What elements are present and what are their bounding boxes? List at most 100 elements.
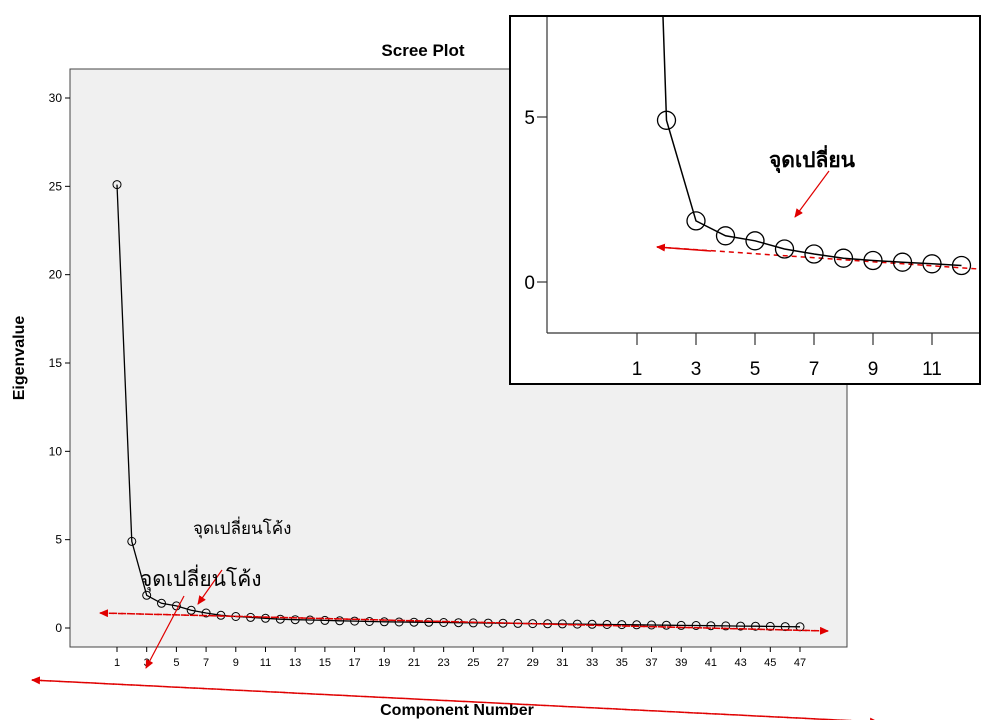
inset-scree-plot: 50 1 3 5 7 9 11 จุดเปลี่ยน	[524, 17, 979, 380]
x-tick-label: 21	[408, 657, 420, 669]
y-tick-label: 20	[49, 268, 63, 282]
y-tick-label: 10	[49, 444, 63, 458]
x-tick-label: 9	[233, 657, 239, 669]
x-tick-label: 39	[675, 657, 687, 669]
data-point	[617, 620, 627, 630]
x-axis-ticks: 1 3 5 7 9 11 13 15 17 19 21 23 25 27 29 31 33 35 37 39 41 43 4…	[114, 647, 806, 669]
data-point	[706, 621, 716, 631]
data-point	[186, 605, 196, 615]
x-tick-label: 29	[527, 657, 539, 669]
inset-data-point	[951, 255, 972, 276]
data-point	[765, 621, 775, 631]
data-point	[157, 598, 166, 608]
x-tick-label: 5	[173, 657, 179, 669]
x-tick-label: 11	[260, 657, 271, 669]
inset-data-point	[804, 244, 824, 264]
data-point	[676, 620, 686, 630]
x-tick-label: 1	[114, 657, 120, 669]
inset-data-point	[745, 231, 765, 251]
inset-x-tick-label: 5	[750, 359, 761, 380]
inset-data-point	[656, 110, 677, 130]
data-point	[201, 608, 211, 618]
inset-x-axis-ticks: 1 3 5 7 9 11	[632, 333, 942, 380]
data-point	[112, 180, 122, 190]
inset-red-pointer-arrow	[794, 170, 830, 218]
data-point	[468, 618, 478, 628]
data-point	[364, 617, 374, 626]
data-point	[142, 590, 152, 600]
inset-data-point	[686, 211, 706, 231]
inset-x-tick-label: 1	[632, 359, 643, 380]
y-tick-label: 15	[49, 356, 63, 370]
y-axis-title: Eigenvalue	[11, 316, 28, 401]
data-point	[439, 618, 449, 627]
data-point	[647, 620, 656, 630]
x-tick-label: 35	[616, 657, 628, 669]
inset-data-point	[774, 239, 795, 259]
inset-red-dashed-arrow-head	[656, 243, 712, 252]
x-tick-label: 43	[734, 657, 746, 669]
data-point	[335, 616, 345, 626]
inset-x-tick-label: 11	[922, 359, 942, 380]
x-axis-title: Component Number	[380, 702, 534, 719]
data-point	[350, 616, 360, 626]
x-tick-label: 17	[348, 657, 360, 669]
x-tick-label: 41	[705, 657, 717, 669]
red-dashed-arrow-bottom-left-head	[31, 676, 853, 720]
x-tick-label: 25	[467, 657, 479, 669]
red-dashed-arrow-plot-left-head	[99, 609, 829, 632]
inset-data-point	[892, 252, 913, 272]
chart-title: Scree Plot	[381, 41, 464, 60]
data-point	[261, 613, 270, 623]
data-point	[751, 621, 760, 631]
inset-y-tick-label: 0	[524, 273, 535, 294]
annotation-inflection-point: จุดเปลี่ยนโค้ง	[193, 516, 291, 539]
inset-series-line	[662, 17, 962, 267]
x-tick-label: 27	[497, 657, 509, 669]
y-tick-label: 30	[49, 91, 63, 105]
inset-annotation-inflection-point: จุดเปลี่ยน	[769, 144, 856, 174]
x-tick-label: 33	[586, 657, 598, 669]
inset-data-point	[833, 248, 854, 268]
data-point	[602, 620, 612, 629]
y-axis-ticks: 0 5 10 15 20 25 30	[49, 91, 70, 635]
inset-x-tick-label: 3	[691, 359, 702, 380]
data-point	[587, 619, 597, 629]
data-point	[409, 617, 419, 627]
x-tick-label: 47	[794, 657, 806, 669]
x-tick-label: 23	[438, 657, 450, 669]
data-point	[290, 615, 300, 625]
inset-data-point	[715, 226, 736, 246]
data-point	[275, 614, 285, 624]
x-tick-label: 19	[378, 657, 390, 669]
inset-data-points	[656, 110, 972, 276]
inset-y-axis-ticks: 50	[524, 108, 547, 294]
data-point	[216, 610, 226, 620]
data-point	[305, 615, 315, 625]
data-point	[736, 621, 746, 631]
y-tick-label: 0	[55, 621, 62, 635]
data-point	[424, 617, 434, 627]
data-point	[320, 615, 330, 625]
data-point	[379, 617, 389, 627]
annotation-inflection-point-large: จุดเปลี่ยนโค้ง	[140, 564, 262, 592]
x-tick-label: 13	[289, 657, 301, 669]
x-tick-label: 45	[764, 657, 776, 669]
red-pointer-arrow-long	[145, 595, 185, 669]
inset-x-tick-label: 9	[868, 359, 879, 380]
data-point	[661, 620, 671, 630]
data-point	[632, 620, 642, 630]
inset-data-point	[863, 250, 883, 271]
x-tick-label: 7	[203, 657, 209, 669]
y-tick-label: 25	[49, 179, 63, 193]
data-point	[691, 621, 701, 630]
data-point	[127, 536, 137, 546]
inset-data-point	[922, 254, 942, 274]
x-tick-label: 37	[645, 657, 657, 669]
x-tick-label: 15	[319, 657, 331, 669]
x-tick-label: 31	[556, 657, 568, 669]
inset-y-tick-label: 5	[524, 108, 535, 129]
data-point	[394, 617, 404, 627]
data-point	[721, 621, 731, 631]
